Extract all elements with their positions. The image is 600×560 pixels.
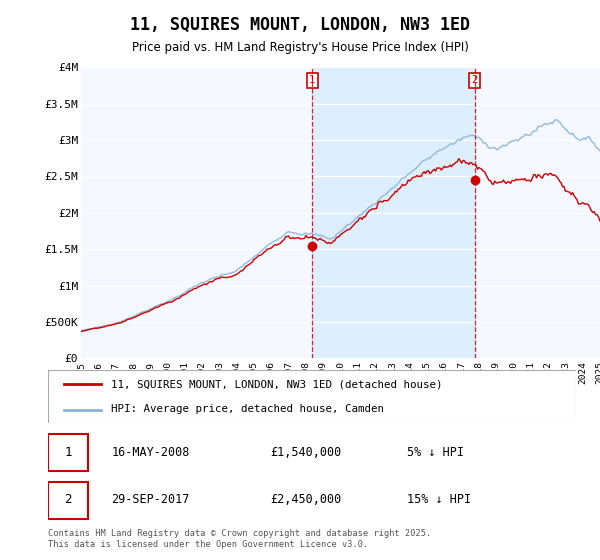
- Text: 29-SEP-2017: 29-SEP-2017: [112, 493, 190, 506]
- Text: 16-MAY-2008: 16-MAY-2008: [112, 446, 190, 459]
- Text: 11, SQUIRES MOUNT, LONDON, NW3 1ED (detached house): 11, SQUIRES MOUNT, LONDON, NW3 1ED (deta…: [112, 380, 443, 390]
- Text: Contains HM Land Registry data © Crown copyright and database right 2025.
This d: Contains HM Land Registry data © Crown c…: [48, 529, 431, 549]
- Text: £2,450,000: £2,450,000: [270, 493, 341, 506]
- Bar: [48, 434, 88, 471]
- Text: 2: 2: [472, 75, 478, 85]
- Text: HPI: Average price, detached house, Camden: HPI: Average price, detached house, Camd…: [112, 404, 385, 414]
- Text: 11, SQUIRES MOUNT, LONDON, NW3 1ED: 11, SQUIRES MOUNT, LONDON, NW3 1ED: [130, 16, 470, 34]
- Text: £1,540,000: £1,540,000: [270, 446, 341, 459]
- Bar: [48, 482, 88, 519]
- Text: 15% ↓ HPI: 15% ↓ HPI: [407, 493, 471, 506]
- Text: 2: 2: [64, 493, 71, 506]
- Bar: [313, 67, 475, 358]
- Text: Price paid vs. HM Land Registry's House Price Index (HPI): Price paid vs. HM Land Registry's House …: [131, 41, 469, 54]
- Text: 1: 1: [64, 446, 71, 459]
- Text: 1: 1: [309, 75, 316, 85]
- Text: 5% ↓ HPI: 5% ↓ HPI: [407, 446, 464, 459]
